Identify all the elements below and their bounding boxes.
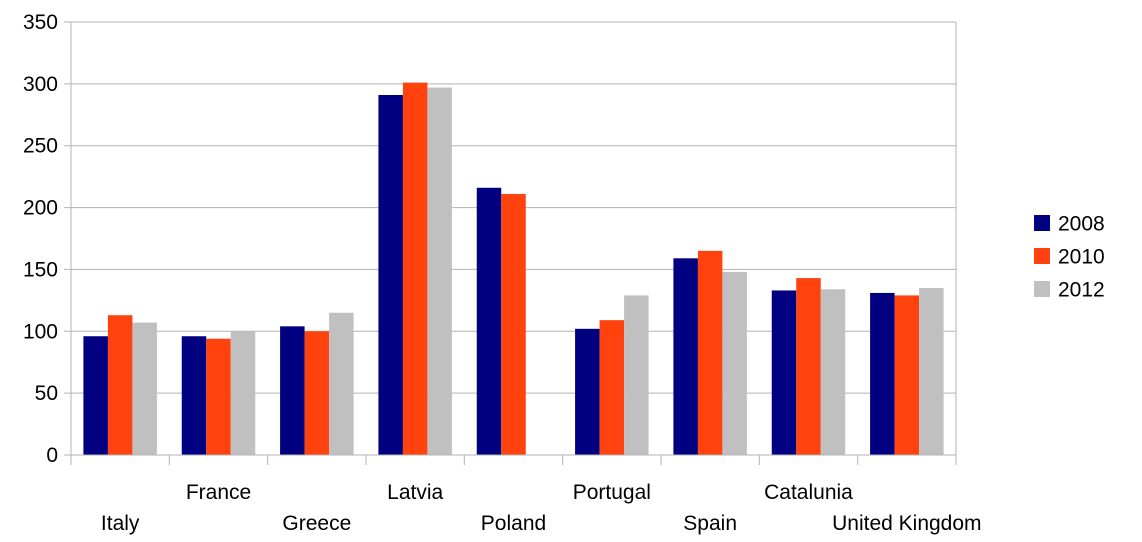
x-category-label: Spain [683, 512, 737, 535]
bar-2012-italy [132, 322, 157, 455]
axes [70, 22, 957, 465]
bar-2010-portugal [599, 320, 625, 455]
bar-2010-poland [501, 193, 526, 455]
legend: 2008 2010 2012 [1034, 213, 1105, 302]
bar-2008-greece [280, 326, 305, 455]
bar-2008-italy [83, 336, 108, 455]
bar-2008-latvia [378, 94, 403, 456]
bar-2012-france [230, 331, 256, 455]
x-category-label: France [186, 481, 251, 504]
y-tick-label: 250 [23, 135, 58, 158]
bar-2010-united-kingdom [894, 295, 920, 455]
y-tick-label: 200 [23, 197, 58, 220]
x-category-labels: Italy France Greece Latvia Poland Portugal Spa… [101, 481, 982, 535]
y-tick-label: 50 [35, 382, 58, 405]
bars [83, 82, 944, 456]
bar-2010-catalunia [796, 278, 821, 455]
bar-2010-latvia [402, 82, 428, 456]
x-category-label: Poland [481, 512, 546, 535]
x-category-label: Latvia [387, 481, 443, 504]
bar-2012-catalunia [820, 289, 846, 455]
x-category-label: Italy [101, 512, 140, 535]
y-tick-label: 300 [23, 73, 58, 96]
bar-2008-catalunia [771, 290, 797, 455]
y-tick-label: 150 [23, 258, 58, 281]
bar-2012-united-kingdom [919, 287, 944, 455]
legend-label-2010: 2010 [1058, 246, 1105, 269]
x-category-label: Greece [282, 512, 351, 535]
bar-2010-italy [107, 315, 133, 455]
bar-2012-spain [722, 271, 747, 455]
bar-2012-portugal [624, 295, 649, 455]
y-tick-label: 350 [23, 11, 58, 34]
legend-label-2012: 2012 [1058, 279, 1105, 302]
bar-2010-greece [304, 331, 330, 455]
bar-2008-united-kingdom [870, 292, 895, 455]
x-category-label: Portugal [573, 481, 651, 504]
legend-swatch-2012 [1034, 281, 1050, 297]
y-tick-labels: 0 50 100 150 200 250 300 350 [23, 11, 58, 467]
y-tick-label: 100 [23, 320, 58, 343]
bar-2008-poland [476, 187, 502, 455]
legend-swatch-2008 [1034, 215, 1050, 231]
bar-2010-spain [697, 250, 723, 455]
bar-2008-france [181, 336, 207, 455]
legend-swatch-2010 [1034, 248, 1050, 264]
bar-2008-spain [673, 258, 698, 455]
legend-label-2008: 2008 [1058, 213, 1105, 236]
bar-2008-portugal [575, 328, 600, 455]
y-tick-label: 0 [46, 444, 58, 467]
bar-2012-greece [329, 312, 354, 455]
x-category-label: United Kingdom [832, 512, 981, 535]
bar-2010-france [206, 338, 231, 455]
x-category-label: Catalunia [764, 481, 853, 504]
bar-2012-latvia [427, 87, 452, 455]
